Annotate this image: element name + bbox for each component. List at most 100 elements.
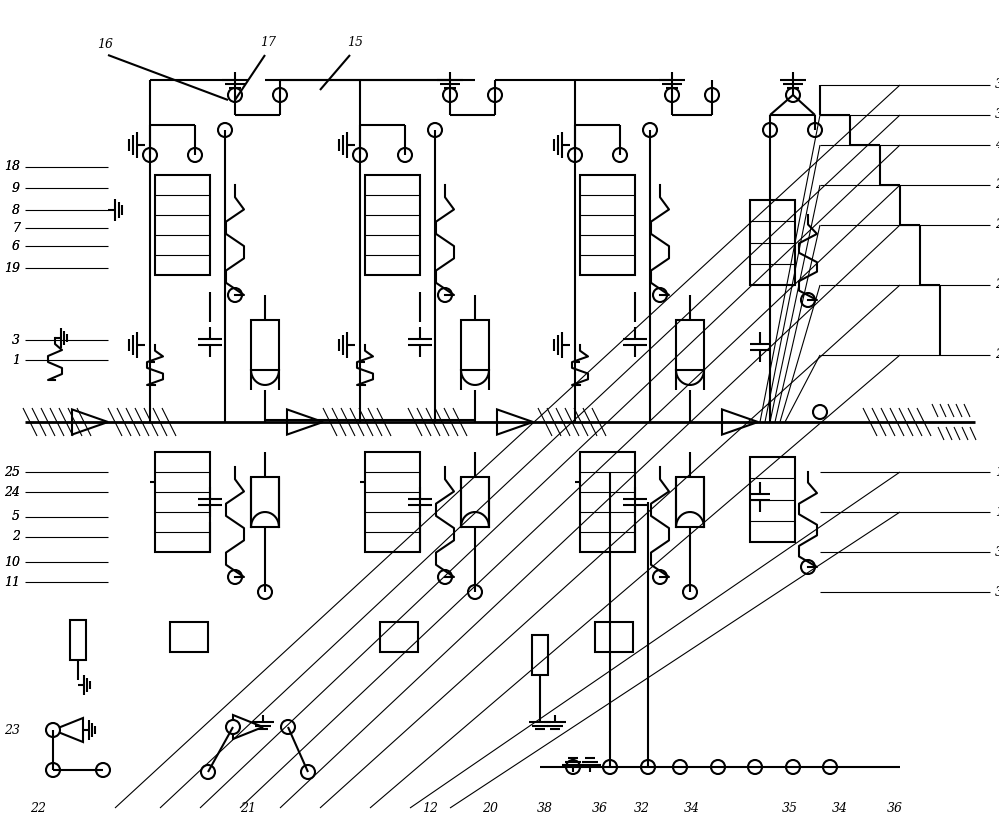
- Bar: [251, 477, 279, 527]
- Text: 36: 36: [592, 801, 608, 815]
- Text: 26: 26: [995, 179, 999, 191]
- Circle shape: [228, 88, 242, 102]
- Text: 3: 3: [12, 333, 20, 347]
- Circle shape: [801, 560, 815, 574]
- Circle shape: [603, 760, 617, 774]
- Bar: [750, 200, 795, 285]
- Circle shape: [763, 123, 777, 137]
- Polygon shape: [497, 409, 533, 435]
- Circle shape: [468, 585, 482, 599]
- Text: 19: 19: [4, 262, 20, 274]
- Circle shape: [46, 763, 60, 777]
- Text: 27: 27: [995, 218, 999, 232]
- Text: 30: 30: [995, 108, 999, 122]
- Text: 7: 7: [12, 221, 20, 234]
- Text: 18: 18: [4, 160, 20, 174]
- Bar: [461, 477, 489, 527]
- Circle shape: [801, 293, 815, 307]
- Text: 1: 1: [12, 353, 20, 367]
- Circle shape: [665, 88, 679, 102]
- Circle shape: [273, 88, 287, 102]
- Text: 25: 25: [4, 466, 20, 478]
- Circle shape: [281, 720, 295, 734]
- Polygon shape: [722, 409, 758, 435]
- Text: 12: 12: [422, 801, 438, 815]
- Circle shape: [96, 763, 110, 777]
- Text: 22: 22: [30, 801, 46, 815]
- Bar: [70, 620, 86, 660]
- Text: 33: 33: [995, 586, 999, 598]
- Text: 10: 10: [4, 555, 20, 569]
- Bar: [365, 175, 420, 275]
- Circle shape: [228, 570, 242, 584]
- Circle shape: [428, 123, 442, 137]
- Circle shape: [218, 123, 232, 137]
- Circle shape: [226, 720, 240, 734]
- Bar: [532, 635, 548, 675]
- Circle shape: [258, 585, 272, 599]
- Circle shape: [228, 288, 242, 302]
- Text: 5: 5: [12, 510, 20, 524]
- Bar: [155, 175, 210, 275]
- Circle shape: [438, 288, 452, 302]
- Text: 14: 14: [995, 506, 999, 519]
- Text: 8: 8: [12, 204, 20, 216]
- Circle shape: [568, 148, 582, 162]
- Circle shape: [398, 148, 412, 162]
- Text: 9: 9: [12, 181, 20, 195]
- Circle shape: [643, 123, 657, 137]
- Text: 7: 7: [12, 221, 20, 234]
- Circle shape: [443, 88, 457, 102]
- Circle shape: [301, 765, 315, 779]
- Text: 24: 24: [4, 486, 20, 498]
- Bar: [461, 320, 489, 370]
- Text: 19: 19: [4, 262, 20, 274]
- Bar: [365, 452, 420, 552]
- Text: 5: 5: [12, 510, 20, 524]
- Circle shape: [201, 765, 215, 779]
- Text: 37: 37: [995, 545, 999, 559]
- Text: 2: 2: [12, 530, 20, 544]
- Circle shape: [641, 760, 655, 774]
- Polygon shape: [72, 409, 108, 435]
- Circle shape: [46, 723, 60, 737]
- Bar: [580, 452, 635, 552]
- Bar: [580, 175, 635, 275]
- Circle shape: [613, 148, 627, 162]
- Circle shape: [143, 148, 157, 162]
- Text: 8: 8: [12, 204, 20, 216]
- Bar: [251, 320, 279, 370]
- Bar: [676, 477, 704, 527]
- Text: 9: 9: [12, 181, 20, 195]
- Text: 4: 4: [995, 138, 999, 152]
- Circle shape: [683, 585, 697, 599]
- Text: 31: 31: [995, 79, 999, 91]
- Text: 35: 35: [782, 801, 798, 815]
- Circle shape: [813, 405, 827, 419]
- Circle shape: [438, 570, 452, 584]
- Circle shape: [653, 288, 667, 302]
- Circle shape: [748, 760, 762, 774]
- Text: 17: 17: [260, 35, 276, 49]
- Circle shape: [566, 760, 580, 774]
- Circle shape: [653, 570, 667, 584]
- Circle shape: [808, 123, 822, 137]
- Text: 15: 15: [347, 35, 363, 49]
- Bar: [595, 622, 633, 652]
- Text: 21: 21: [240, 801, 256, 815]
- Text: 3: 3: [12, 333, 20, 347]
- Text: 11: 11: [4, 576, 20, 588]
- Text: 16: 16: [97, 39, 113, 51]
- Text: 24: 24: [4, 486, 20, 498]
- Text: 6: 6: [12, 239, 20, 253]
- Text: 28: 28: [995, 348, 999, 362]
- Text: 38: 38: [537, 801, 553, 815]
- Bar: [676, 320, 704, 370]
- Text: 1: 1: [12, 353, 20, 367]
- Text: 2: 2: [12, 530, 20, 544]
- Bar: [750, 457, 795, 542]
- Text: 34: 34: [684, 801, 700, 815]
- Text: 13: 13: [995, 466, 999, 478]
- Bar: [380, 622, 418, 652]
- Polygon shape: [287, 409, 323, 435]
